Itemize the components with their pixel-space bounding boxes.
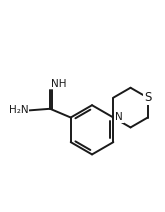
Text: S: S	[144, 91, 151, 104]
Text: N: N	[115, 112, 123, 122]
Text: NH: NH	[51, 79, 66, 89]
Text: H₂N: H₂N	[9, 105, 29, 115]
